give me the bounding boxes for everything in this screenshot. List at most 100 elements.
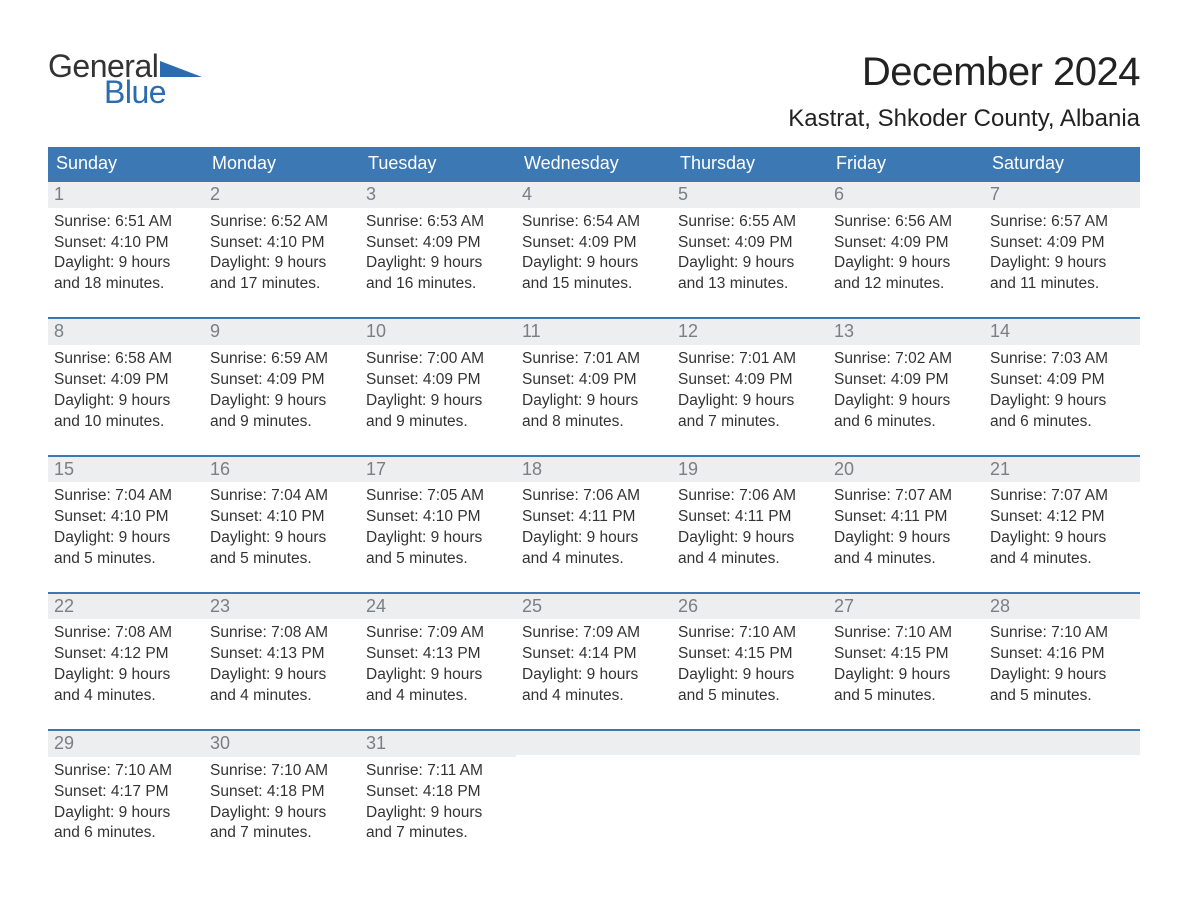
day-detail-line: Sunrise: 6:51 AM — [54, 212, 198, 233]
day-detail-line: and 11 minutes. — [990, 274, 1134, 295]
dow-cell: Tuesday — [360, 147, 516, 182]
day-cell: 1Sunrise: 6:51 AMSunset: 4:10 PMDaylight… — [48, 182, 204, 299]
day-cell: 17Sunrise: 7:05 AMSunset: 4:10 PMDayligh… — [360, 457, 516, 574]
day-detail-line: Sunrise: 7:09 AM — [522, 623, 666, 644]
day-number: 14 — [984, 319, 1140, 345]
week-row: 29Sunrise: 7:10 AMSunset: 4:17 PMDayligh… — [48, 729, 1140, 848]
day-detail-line: Sunset: 4:11 PM — [522, 507, 666, 528]
day-number: 17 — [360, 457, 516, 483]
day-cell: 13Sunrise: 7:02 AMSunset: 4:09 PMDayligh… — [828, 319, 984, 436]
day-number: 16 — [204, 457, 360, 483]
day-detail-line: Sunset: 4:13 PM — [210, 644, 354, 665]
day-number — [984, 731, 1140, 755]
week-row: 15Sunrise: 7:04 AMSunset: 4:10 PMDayligh… — [48, 455, 1140, 574]
day-number: 1 — [48, 182, 204, 208]
day-details: Sunrise: 7:10 AMSunset: 4:16 PMDaylight:… — [984, 619, 1140, 711]
day-detail-line: Daylight: 9 hours — [210, 391, 354, 412]
day-detail-line: and 6 minutes. — [834, 412, 978, 433]
day-cell: 15Sunrise: 7:04 AMSunset: 4:10 PMDayligh… — [48, 457, 204, 574]
day-detail-line: Daylight: 9 hours — [210, 528, 354, 549]
day-cell: 30Sunrise: 7:10 AMSunset: 4:18 PMDayligh… — [204, 731, 360, 848]
day-details: Sunrise: 6:53 AMSunset: 4:09 PMDaylight:… — [360, 208, 516, 300]
day-detail-line: Sunrise: 7:02 AM — [834, 349, 978, 370]
day-details: Sunrise: 7:04 AMSunset: 4:10 PMDaylight:… — [204, 482, 360, 574]
day-detail-line: and 5 minutes. — [210, 549, 354, 570]
day-cell: 29Sunrise: 7:10 AMSunset: 4:17 PMDayligh… — [48, 731, 204, 848]
day-cell: 3Sunrise: 6:53 AMSunset: 4:09 PMDaylight… — [360, 182, 516, 299]
day-detail-line: Daylight: 9 hours — [522, 253, 666, 274]
day-details: Sunrise: 7:09 AMSunset: 4:13 PMDaylight:… — [360, 619, 516, 711]
day-detail-line: Sunset: 4:09 PM — [522, 370, 666, 391]
day-details: Sunrise: 7:01 AMSunset: 4:09 PMDaylight:… — [672, 345, 828, 437]
day-detail-line: and 13 minutes. — [678, 274, 822, 295]
day-detail-line: Daylight: 9 hours — [990, 391, 1134, 412]
day-cell: 28Sunrise: 7:10 AMSunset: 4:16 PMDayligh… — [984, 594, 1140, 711]
day-detail-line: Sunset: 4:11 PM — [678, 507, 822, 528]
day-detail-line: Sunrise: 7:07 AM — [834, 486, 978, 507]
day-detail-line: Sunset: 4:09 PM — [366, 370, 510, 391]
day-number: 22 — [48, 594, 204, 620]
day-details: Sunrise: 6:55 AMSunset: 4:09 PMDaylight:… — [672, 208, 828, 300]
day-detail-line: and 4 minutes. — [522, 686, 666, 707]
day-detail-line: Daylight: 9 hours — [990, 253, 1134, 274]
day-detail-line: and 4 minutes. — [366, 686, 510, 707]
day-detail-line: Sunrise: 7:03 AM — [990, 349, 1134, 370]
day-detail-line: Sunrise: 7:10 AM — [210, 761, 354, 782]
day-detail-line: and 5 minutes. — [366, 549, 510, 570]
day-number: 5 — [672, 182, 828, 208]
day-detail-line: Sunset: 4:17 PM — [54, 782, 198, 803]
day-number: 8 — [48, 319, 204, 345]
day-detail-line: Sunrise: 6:59 AM — [210, 349, 354, 370]
day-detail-line: Daylight: 9 hours — [54, 803, 198, 824]
day-details: Sunrise: 7:05 AMSunset: 4:10 PMDaylight:… — [360, 482, 516, 574]
day-detail-line: Sunrise: 7:01 AM — [678, 349, 822, 370]
day-detail-line: and 4 minutes. — [834, 549, 978, 570]
day-number: 26 — [672, 594, 828, 620]
day-details: Sunrise: 7:07 AMSunset: 4:11 PMDaylight:… — [828, 482, 984, 574]
dow-header-row: Sunday Monday Tuesday Wednesday Thursday… — [48, 147, 1140, 182]
logo-triangle-icon — [160, 55, 202, 77]
day-detail-line: Daylight: 9 hours — [834, 528, 978, 549]
day-detail-line: and 5 minutes. — [834, 686, 978, 707]
day-detail-line: Sunset: 4:09 PM — [522, 233, 666, 254]
day-details: Sunrise: 7:07 AMSunset: 4:12 PMDaylight:… — [984, 482, 1140, 574]
day-detail-line: and 7 minutes. — [678, 412, 822, 433]
day-detail-line: Sunset: 4:18 PM — [210, 782, 354, 803]
day-detail-line: Daylight: 9 hours — [678, 528, 822, 549]
day-detail-line: Sunset: 4:10 PM — [210, 233, 354, 254]
day-detail-line: Sunrise: 7:10 AM — [834, 623, 978, 644]
day-detail-line: Sunset: 4:09 PM — [678, 370, 822, 391]
day-detail-line: Sunrise: 6:58 AM — [54, 349, 198, 370]
day-detail-line: Sunset: 4:13 PM — [366, 644, 510, 665]
day-details: Sunrise: 7:01 AMSunset: 4:09 PMDaylight:… — [516, 345, 672, 437]
day-cell: 21Sunrise: 7:07 AMSunset: 4:12 PMDayligh… — [984, 457, 1140, 574]
day-cell: 25Sunrise: 7:09 AMSunset: 4:14 PMDayligh… — [516, 594, 672, 711]
day-detail-line: Sunrise: 6:57 AM — [990, 212, 1134, 233]
day-detail-line: Daylight: 9 hours — [522, 665, 666, 686]
day-cell: 10Sunrise: 7:00 AMSunset: 4:09 PMDayligh… — [360, 319, 516, 436]
month-title: December 2024 — [788, 50, 1140, 95]
day-detail-line: Sunset: 4:10 PM — [366, 507, 510, 528]
day-cell: 23Sunrise: 7:08 AMSunset: 4:13 PMDayligh… — [204, 594, 360, 711]
day-detail-line: Sunset: 4:09 PM — [678, 233, 822, 254]
day-detail-line: Sunrise: 7:10 AM — [678, 623, 822, 644]
day-detail-line: Daylight: 9 hours — [366, 803, 510, 824]
day-detail-line: Sunset: 4:15 PM — [834, 644, 978, 665]
day-detail-line: Sunset: 4:09 PM — [210, 370, 354, 391]
day-detail-line: Sunset: 4:09 PM — [834, 233, 978, 254]
day-detail-line: Daylight: 9 hours — [366, 665, 510, 686]
day-detail-line: and 6 minutes. — [990, 412, 1134, 433]
day-number: 9 — [204, 319, 360, 345]
day-detail-line: and 4 minutes. — [522, 549, 666, 570]
day-details: Sunrise: 6:59 AMSunset: 4:09 PMDaylight:… — [204, 345, 360, 437]
day-cell — [516, 731, 672, 848]
day-number: 25 — [516, 594, 672, 620]
day-details: Sunrise: 7:11 AMSunset: 4:18 PMDaylight:… — [360, 757, 516, 849]
day-detail-line: Sunrise: 7:06 AM — [678, 486, 822, 507]
day-detail-line: Daylight: 9 hours — [366, 253, 510, 274]
header: General Blue December 2024 Kastrat, Shko… — [48, 50, 1140, 133]
day-detail-line: Sunrise: 7:00 AM — [366, 349, 510, 370]
day-number: 2 — [204, 182, 360, 208]
day-detail-line: Daylight: 9 hours — [210, 665, 354, 686]
day-detail-line: Sunset: 4:11 PM — [834, 507, 978, 528]
